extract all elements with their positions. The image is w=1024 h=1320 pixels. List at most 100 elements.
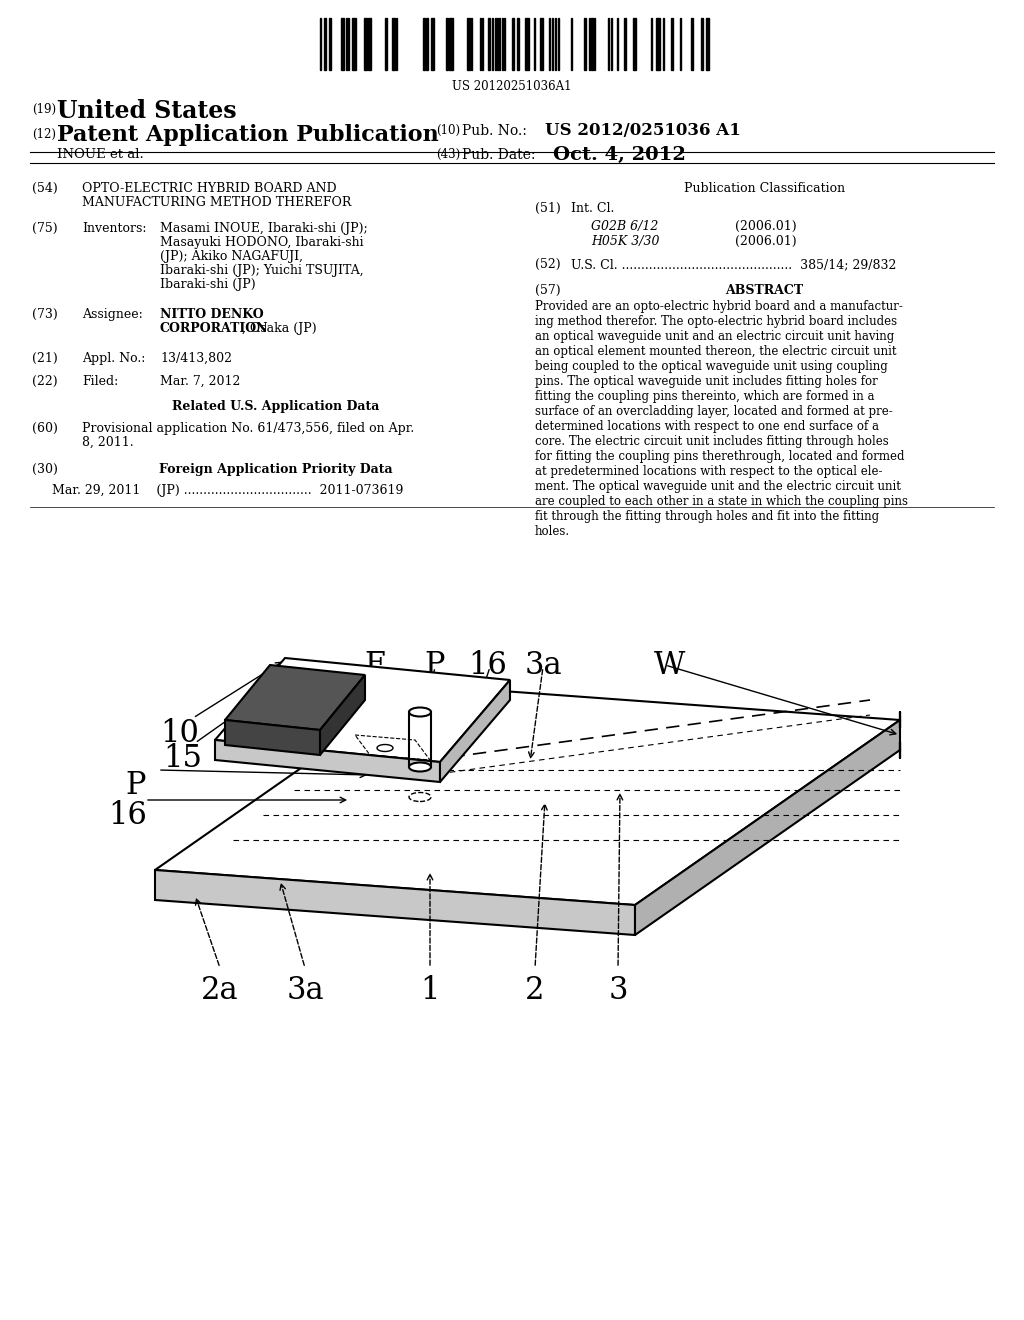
Polygon shape (155, 685, 900, 906)
Bar (467, 18, 470, 70)
Ellipse shape (377, 744, 393, 751)
Text: (2006.01): (2006.01) (735, 220, 797, 234)
Bar (426, 18, 428, 70)
Text: CORPORATION: CORPORATION (160, 322, 268, 335)
Bar (591, 18, 593, 70)
Bar (488, 18, 490, 70)
Ellipse shape (409, 763, 431, 771)
Text: G02B 6/12: G02B 6/12 (591, 220, 658, 234)
Text: W: W (654, 649, 686, 681)
Text: Assignee:: Assignee: (82, 308, 142, 321)
Text: (JP); Akiko NAGAFUJI,: (JP); Akiko NAGAFUJI, (160, 249, 303, 263)
Polygon shape (155, 870, 635, 935)
Text: 15: 15 (163, 743, 202, 774)
Text: 2a: 2a (201, 975, 239, 1006)
Text: (21): (21) (32, 352, 57, 366)
Bar (512, 18, 514, 70)
Text: (12): (12) (32, 128, 56, 141)
Polygon shape (215, 741, 440, 781)
Text: Provisional application No. 61/473,556, filed on Apr.: Provisional application No. 61/473,556, … (82, 422, 415, 436)
Text: Masayuki HODONO, Ibaraki-shi: Masayuki HODONO, Ibaraki-shi (160, 236, 364, 249)
Text: 2: 2 (525, 975, 545, 1006)
Text: 13/413,802: 13/413,802 (160, 352, 232, 366)
Polygon shape (225, 719, 319, 755)
Text: Masami INOUE, Ibaraki-shi (JP);: Masami INOUE, Ibaraki-shi (JP); (160, 222, 368, 235)
Text: Mar. 29, 2011    (JP) .................................  2011-073619: Mar. 29, 2011 (JP) .....................… (52, 484, 403, 498)
Bar (423, 18, 425, 70)
Text: OPTO-ELECTRIC HYBRID BOARD AND: OPTO-ELECTRIC HYBRID BOARD AND (82, 182, 337, 195)
Bar (624, 18, 626, 70)
Bar (446, 18, 449, 70)
Bar (525, 18, 529, 70)
Polygon shape (635, 719, 900, 935)
Polygon shape (440, 680, 510, 781)
Text: Appl. No.:: Appl. No.: (82, 352, 145, 366)
Text: P: P (125, 770, 145, 801)
Text: INOUE et al.: INOUE et al. (57, 148, 143, 161)
Text: US 20120251036A1: US 20120251036A1 (453, 81, 571, 92)
Text: 16: 16 (469, 649, 508, 681)
Bar (449, 18, 453, 70)
Bar (364, 18, 367, 70)
Bar (352, 18, 356, 70)
Bar (392, 18, 395, 70)
Text: Pub. No.:: Pub. No.: (462, 124, 527, 139)
Text: (30): (30) (32, 463, 58, 477)
Text: Mar. 7, 2012: Mar. 7, 2012 (160, 375, 241, 388)
Text: 3: 3 (608, 975, 628, 1006)
Text: Ibaraki-shi (JP): Ibaraki-shi (JP) (160, 279, 256, 290)
Bar (691, 18, 693, 70)
Text: 16: 16 (108, 800, 146, 832)
Text: Oct. 4, 2012: Oct. 4, 2012 (553, 147, 686, 164)
Text: Related U.S. Application Data: Related U.S. Application Data (172, 400, 380, 413)
Text: (54): (54) (32, 182, 57, 195)
Text: P: P (425, 649, 445, 681)
Bar (341, 18, 344, 70)
Text: (22): (22) (32, 375, 57, 388)
Bar (540, 18, 543, 70)
Text: (2006.01): (2006.01) (735, 235, 797, 248)
Bar (385, 18, 387, 70)
Text: (60): (60) (32, 422, 58, 436)
Polygon shape (225, 665, 365, 730)
Text: 3a: 3a (524, 649, 562, 681)
Bar (656, 18, 660, 70)
Text: Publication Classification: Publication Classification (684, 182, 845, 195)
Bar (517, 18, 519, 70)
Text: 8, 2011.: 8, 2011. (82, 436, 133, 449)
Text: Foreign Application Priority Data: Foreign Application Priority Data (159, 463, 393, 477)
Polygon shape (319, 675, 365, 755)
Bar (368, 18, 371, 70)
Text: E: E (364, 649, 386, 681)
Text: MANUFACTURING METHOD THEREFOR: MANUFACTURING METHOD THEREFOR (82, 195, 351, 209)
Text: Provided are an opto-electric hybrid board and a manufactur-
ing method therefor: Provided are an opto-electric hybrid boa… (535, 300, 908, 539)
Text: (73): (73) (32, 308, 57, 321)
Text: Int. Cl.: Int. Cl. (571, 202, 614, 215)
Text: 10: 10 (160, 718, 199, 748)
Text: NITTO DENKO: NITTO DENKO (160, 308, 263, 321)
Bar (329, 18, 331, 70)
Ellipse shape (409, 708, 431, 717)
Bar (431, 18, 434, 70)
Text: ABSTRACT: ABSTRACT (725, 284, 804, 297)
Text: Pub. Date:: Pub. Date: (462, 148, 536, 162)
Text: (43): (43) (436, 148, 460, 161)
Text: US 2012/0251036 A1: US 2012/0251036 A1 (545, 121, 740, 139)
Polygon shape (215, 657, 510, 762)
Text: H05K 3/30: H05K 3/30 (591, 235, 659, 248)
Text: (75): (75) (32, 222, 57, 235)
Text: (52): (52) (535, 257, 560, 271)
Text: Filed:: Filed: (82, 375, 118, 388)
Text: 3a: 3a (286, 975, 324, 1006)
Bar (324, 18, 326, 70)
Text: U.S. Cl. ............................................  385/14; 29/832: U.S. Cl. ...............................… (571, 257, 896, 271)
Text: Patent Application Publication: Patent Application Publication (57, 124, 438, 147)
Text: (57): (57) (535, 284, 560, 297)
Bar (706, 18, 709, 70)
Text: , Osaka (JP): , Osaka (JP) (242, 322, 316, 335)
Text: (19): (19) (32, 103, 56, 116)
Text: Inventors:: Inventors: (82, 222, 146, 235)
Text: United States: United States (57, 99, 237, 123)
Bar (701, 18, 703, 70)
Bar (671, 18, 673, 70)
